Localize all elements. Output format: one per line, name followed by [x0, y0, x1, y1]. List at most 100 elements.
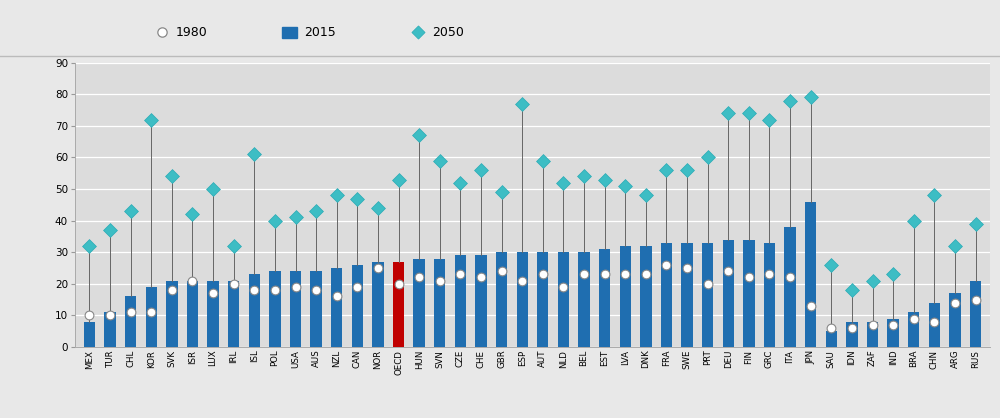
Point: [658, 262, 674, 268]
Point: [226, 280, 242, 287]
Point: [452, 271, 468, 278]
Point: [329, 192, 345, 199]
Bar: [393, 262, 404, 347]
Point: [865, 321, 881, 328]
Point: [679, 167, 695, 173]
Point: [473, 274, 489, 281]
Point: [947, 242, 963, 249]
Point: [288, 283, 304, 290]
Bar: [310, 271, 322, 347]
Point: [432, 277, 448, 284]
Point: [143, 116, 159, 123]
Point: [226, 242, 242, 249]
Point: [803, 303, 819, 309]
Bar: [723, 240, 734, 347]
Point: [535, 271, 551, 278]
Bar: [84, 322, 95, 347]
Point: [514, 277, 530, 284]
Point: [926, 319, 942, 325]
Bar: [517, 252, 528, 347]
Bar: [475, 255, 487, 347]
Point: [370, 205, 386, 212]
Point: [782, 97, 798, 104]
Point: [823, 325, 839, 331]
Point: [473, 167, 489, 173]
Point: [494, 268, 510, 275]
Point: [391, 280, 407, 287]
Point: [102, 312, 118, 319]
Bar: [187, 280, 198, 347]
Point: [164, 287, 180, 293]
Bar: [929, 303, 940, 347]
Point: [535, 157, 551, 164]
Bar: [620, 246, 631, 347]
Point: [803, 94, 819, 101]
Point: [844, 325, 860, 331]
Point: [205, 186, 221, 192]
Bar: [413, 258, 425, 347]
Bar: [146, 287, 157, 347]
Point: [823, 262, 839, 268]
Point: [494, 189, 510, 196]
Point: [267, 217, 283, 224]
Point: [968, 220, 984, 227]
Point: [205, 290, 221, 297]
Point: [926, 192, 942, 199]
Bar: [887, 319, 899, 347]
Bar: [702, 243, 713, 347]
Point: [81, 242, 97, 249]
Point: [81, 312, 97, 319]
Bar: [228, 280, 239, 347]
Point: [597, 176, 613, 183]
Bar: [846, 322, 858, 347]
Bar: [784, 227, 796, 347]
Point: [370, 265, 386, 271]
Point: [329, 293, 345, 300]
Point: [885, 271, 901, 278]
Point: [349, 283, 365, 290]
Point: [411, 274, 427, 281]
Point: [555, 283, 571, 290]
Bar: [743, 240, 755, 347]
Bar: [207, 280, 219, 347]
Bar: [826, 331, 837, 347]
Point: [308, 287, 324, 293]
Point: [947, 299, 963, 306]
Bar: [434, 258, 445, 347]
Point: [638, 271, 654, 278]
Bar: [104, 312, 116, 347]
Point: [741, 274, 757, 281]
Bar: [496, 252, 507, 347]
Point: [246, 151, 262, 158]
Point: [514, 100, 530, 107]
Point: [576, 271, 592, 278]
Point: [865, 277, 881, 284]
Point: [452, 179, 468, 186]
Bar: [249, 274, 260, 347]
Point: [617, 271, 633, 278]
Point: [638, 192, 654, 199]
Bar: [166, 280, 178, 347]
Point: [844, 287, 860, 293]
Bar: [290, 271, 301, 347]
Point: [288, 214, 304, 221]
Bar: [269, 271, 281, 347]
Bar: [949, 293, 961, 347]
Point: [391, 176, 407, 183]
Point: [123, 208, 139, 214]
Point: [782, 274, 798, 281]
Bar: [455, 255, 466, 347]
Point: [741, 110, 757, 117]
Point: [246, 287, 262, 293]
Point: [267, 287, 283, 293]
Point: [617, 183, 633, 189]
Point: [906, 315, 922, 322]
Bar: [558, 252, 569, 347]
Bar: [352, 265, 363, 347]
Point: [720, 110, 736, 117]
Point: [164, 173, 180, 180]
Point: [102, 227, 118, 233]
Point: [308, 208, 324, 214]
Point: [184, 211, 200, 218]
Bar: [372, 262, 384, 347]
